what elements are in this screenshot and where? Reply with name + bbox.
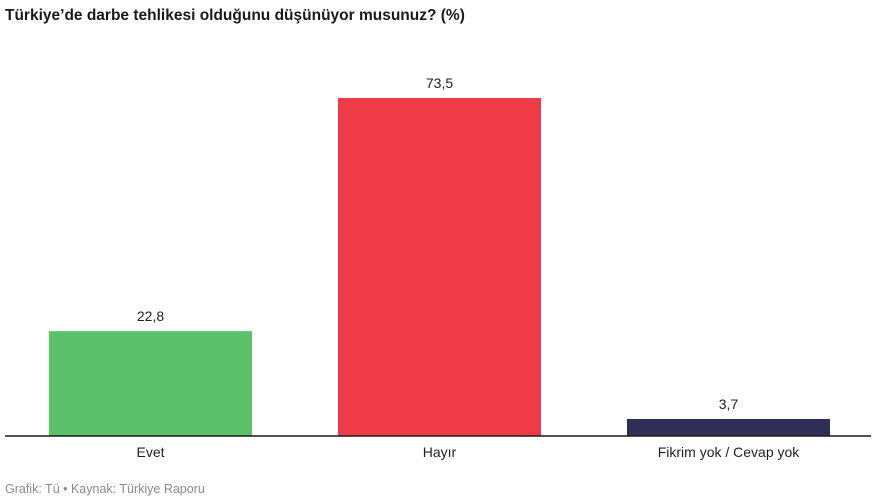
value-label-1: 22,8 <box>137 308 164 324</box>
bars-group <box>49 98 830 436</box>
category-label-3: Fikrim yok / Cevap yok <box>658 444 801 460</box>
value-label-2: 73,5 <box>426 75 453 91</box>
bar-3 <box>627 418 830 436</box>
bar-2 <box>338 98 541 436</box>
value-label-3: 3,7 <box>719 396 739 412</box>
category-labels-group: Evet Hayır Fikrim yok / Cevap yok <box>136 444 800 460</box>
category-label-2: Hayır <box>423 444 457 460</box>
bar-1 <box>49 331 252 436</box>
chart-title: Türkiye’de darbe tehlikesi olduğunu düşü… <box>5 7 465 24</box>
value-labels-group: 22,8 73,5 3,7 <box>137 75 739 412</box>
source-footer: Grafik: Tü • Kaynak: Türkiye Raporu <box>5 482 205 496</box>
category-label-1: Evet <box>136 444 164 460</box>
